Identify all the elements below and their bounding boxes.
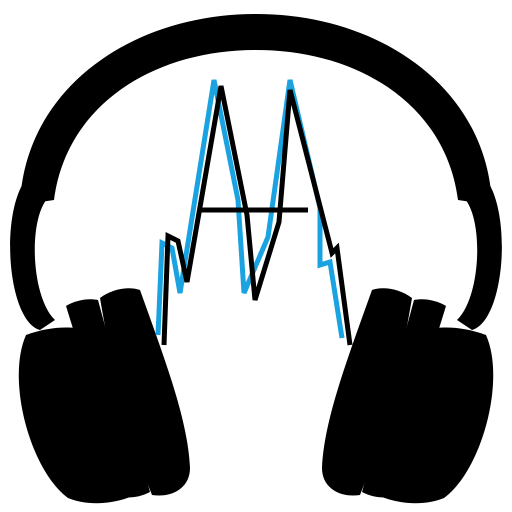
right-earcup-ring — [362, 299, 446, 498]
left-earpad — [100, 288, 190, 496]
right-earcup-back — [377, 327, 494, 504]
right-hinge-shape — [457, 170, 502, 330]
left-earcup-back — [18, 327, 135, 504]
right-earpad — [322, 288, 412, 496]
soundwave-accent-line — [155, 79, 345, 339]
headband-shape — [20, 14, 492, 205]
left-earcup-ring — [66, 299, 150, 498]
soundwave-main-line — [161, 85, 353, 346]
left-hinge-shape — [10, 170, 55, 330]
